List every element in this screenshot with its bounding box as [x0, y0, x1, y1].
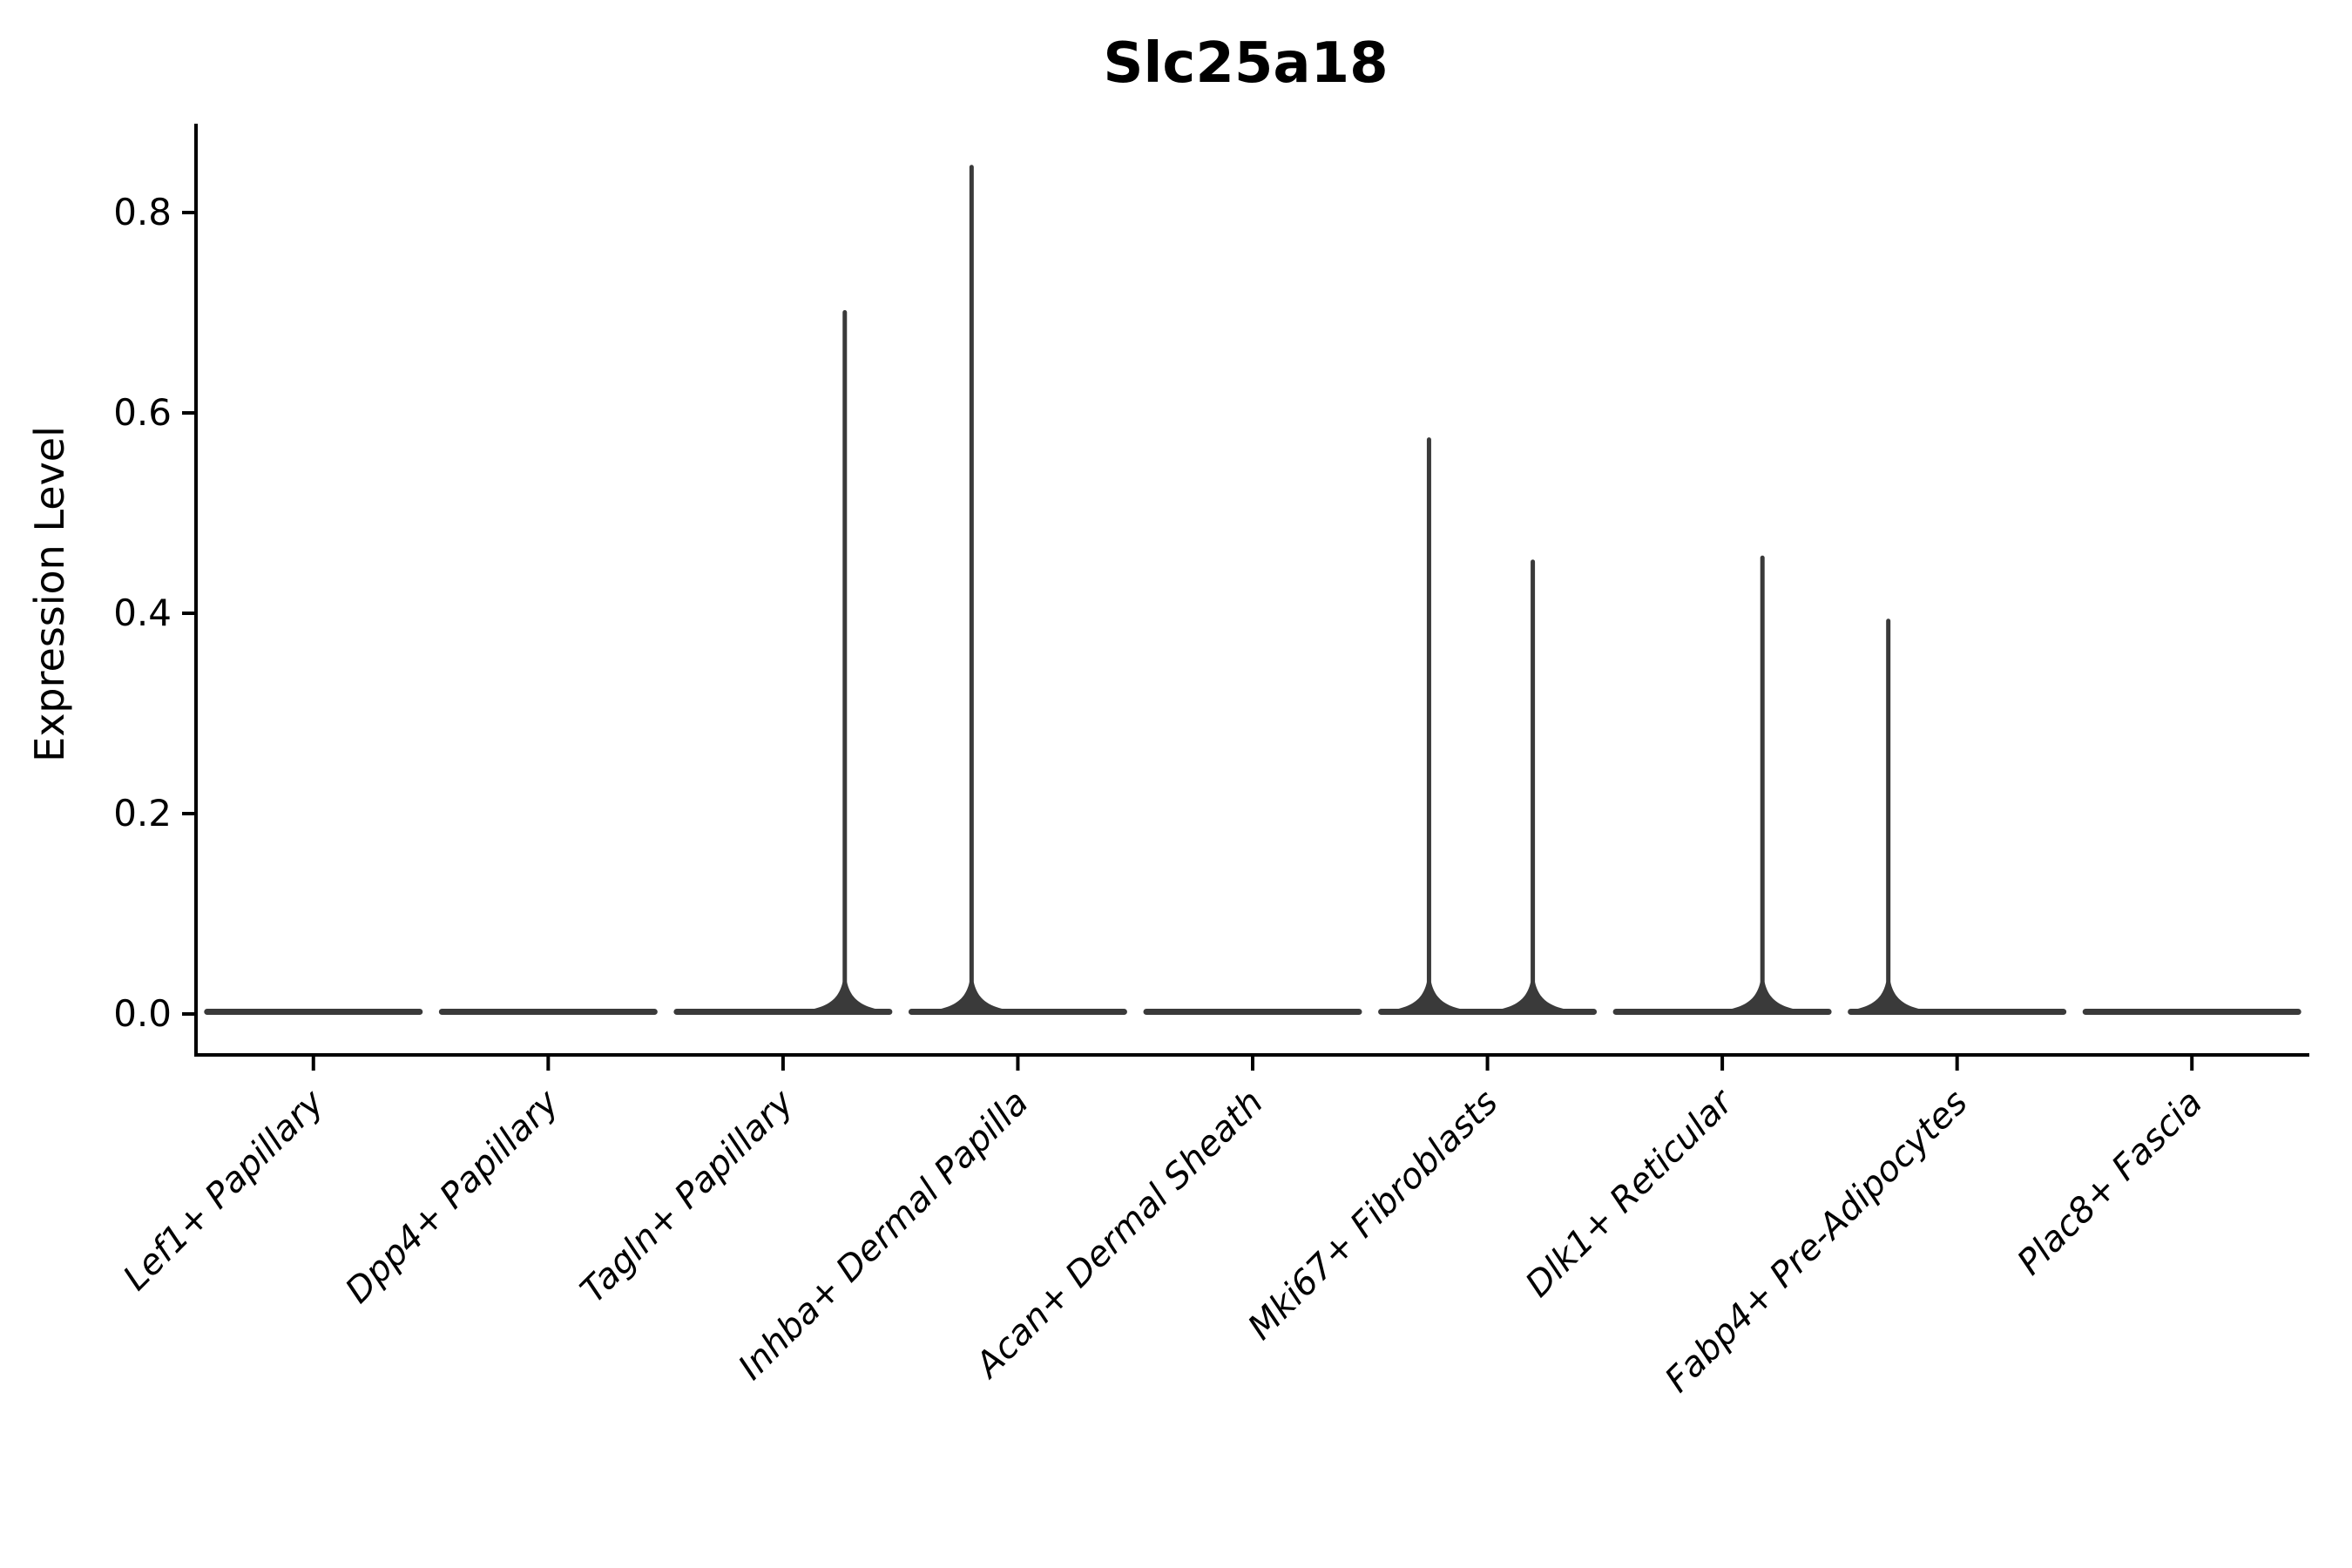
violin-spike-base-flare — [1726, 982, 1800, 1010]
violin-spike-base-flare — [1851, 982, 1925, 1010]
y-tick-label: 0.4 — [113, 591, 172, 634]
violin-spike-base-flare — [1392, 982, 1466, 1010]
violin-spike-base-flare — [1496, 982, 1570, 1010]
x-tick-label: Lef1+ Papillary — [116, 1082, 333, 1299]
chart-title: Slc25a18 — [1103, 31, 1389, 96]
y-tick-label: 0.0 — [113, 992, 172, 1035]
x-tick-label: Tagln+ Papillary — [573, 1082, 802, 1311]
y-tick-label: 0.2 — [113, 792, 172, 835]
violin-spike-base-flare — [808, 982, 882, 1010]
violin-spike-base-flare — [935, 982, 1009, 1010]
x-tick-label: Plac8+ Fascia — [2010, 1083, 2210, 1283]
y-axis-label: Expression Level — [26, 426, 73, 762]
x-tick-label: Dlk1+ Reticular — [1518, 1081, 1742, 1305]
y-tick-label: 0.8 — [113, 191, 172, 233]
x-tick-label: Dpp4+ Papillary — [338, 1082, 567, 1311]
y-tick-label: 0.6 — [113, 391, 172, 434]
x-tick-label: Mki67+ Fibroblasts — [1240, 1083, 1506, 1348]
